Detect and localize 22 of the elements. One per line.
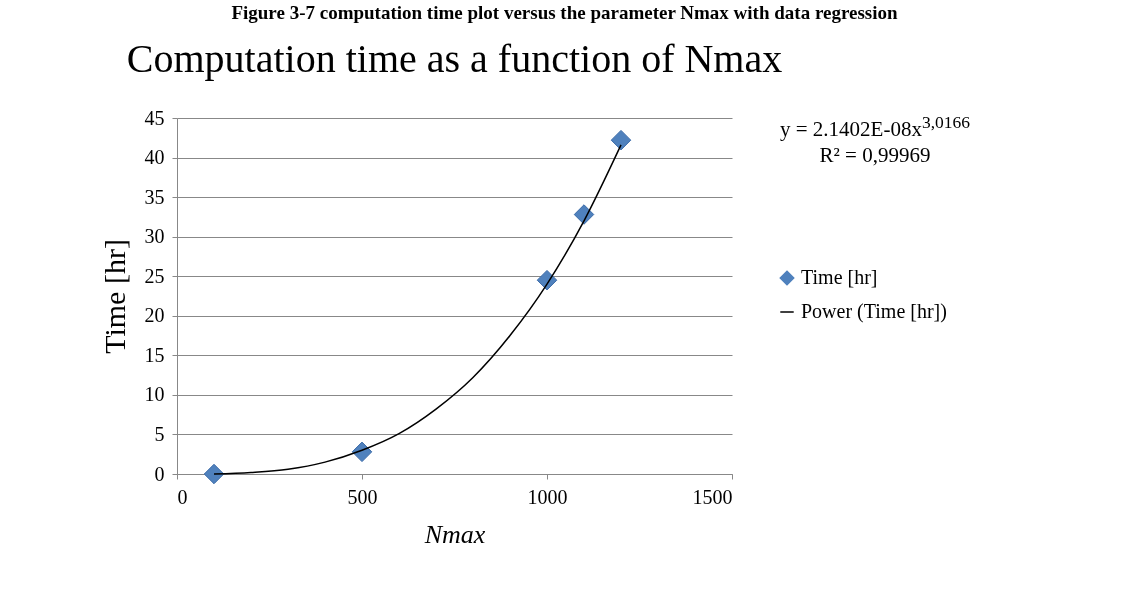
text: R² = 0,99969 xyxy=(818,142,932,169)
text: y = 2.1402E-08x$^{3,0166}$ xyxy=(780,112,971,143)
legend-label: Time [hr] xyxy=(801,266,878,288)
x-tick-label: 1000 xyxy=(527,485,568,508)
y-tick-label: 40 xyxy=(144,146,165,169)
caption: Figure 3-7 computation time plot versus the parameter Nmax with data regression xyxy=(230,2,899,24)
y-tick-label: 15 xyxy=(144,343,165,366)
x-tick-label: 1500 xyxy=(692,485,733,508)
y-tick-label: 30 xyxy=(144,225,165,248)
y-tick-label: 5 xyxy=(154,422,165,445)
x-axis-title: Nmax xyxy=(423,519,486,549)
y-axis-title: Time [hr] xyxy=(97,239,131,354)
y-tick-label: 0 xyxy=(154,462,165,485)
x-tick-label: 500 xyxy=(347,485,378,508)
chart-title: Computation time as a function of Nmax xyxy=(126,36,783,81)
legend-label: Power (Time [hr]) xyxy=(801,300,947,323)
y-tick-label: 10 xyxy=(144,383,165,406)
y-tick-label: 45 xyxy=(144,106,165,129)
y-tick-label: 25 xyxy=(144,264,165,287)
x-tick-label: 0 xyxy=(177,485,188,508)
y-tick-label: 20 xyxy=(144,304,165,327)
y-tick-label: 35 xyxy=(144,185,165,208)
